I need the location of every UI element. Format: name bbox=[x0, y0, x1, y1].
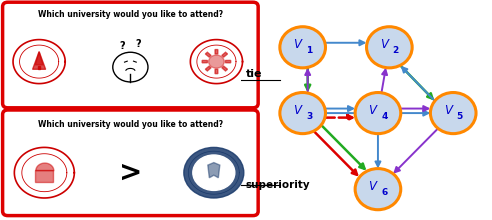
Circle shape bbox=[184, 147, 244, 198]
Text: ?: ? bbox=[135, 39, 141, 49]
FancyBboxPatch shape bbox=[2, 2, 258, 108]
Text: $V$: $V$ bbox=[369, 104, 379, 117]
Polygon shape bbox=[215, 69, 218, 74]
FancyBboxPatch shape bbox=[2, 110, 258, 216]
Text: 3: 3 bbox=[306, 112, 312, 121]
Text: $V$: $V$ bbox=[293, 38, 304, 51]
Text: tie: tie bbox=[246, 69, 262, 79]
Circle shape bbox=[209, 55, 224, 68]
Polygon shape bbox=[205, 66, 211, 71]
Polygon shape bbox=[222, 66, 227, 71]
Polygon shape bbox=[202, 61, 208, 63]
Polygon shape bbox=[205, 52, 211, 57]
Polygon shape bbox=[222, 52, 227, 57]
Circle shape bbox=[280, 93, 326, 134]
Circle shape bbox=[355, 169, 401, 210]
Circle shape bbox=[193, 155, 235, 191]
Text: 1: 1 bbox=[306, 46, 312, 55]
Polygon shape bbox=[35, 170, 53, 182]
Circle shape bbox=[430, 93, 476, 134]
Circle shape bbox=[280, 27, 326, 68]
Polygon shape bbox=[208, 163, 220, 178]
Polygon shape bbox=[225, 61, 231, 63]
Text: Which university would you like to attend?: Which university would you like to atten… bbox=[38, 120, 223, 129]
Polygon shape bbox=[35, 52, 43, 65]
Text: ?: ? bbox=[120, 41, 125, 51]
Text: $V$: $V$ bbox=[380, 38, 391, 51]
Polygon shape bbox=[38, 66, 40, 69]
Text: Which university would you like to attend?: Which university would you like to atten… bbox=[38, 10, 223, 19]
Text: 4: 4 bbox=[381, 112, 388, 121]
Text: 6: 6 bbox=[381, 188, 388, 197]
Text: superiority: superiority bbox=[246, 180, 310, 190]
Text: 2: 2 bbox=[393, 46, 399, 55]
Circle shape bbox=[355, 93, 401, 134]
Text: $V$: $V$ bbox=[369, 180, 379, 193]
Polygon shape bbox=[215, 50, 218, 54]
Text: $V$: $V$ bbox=[293, 104, 304, 117]
Text: 5: 5 bbox=[457, 112, 463, 121]
Polygon shape bbox=[32, 52, 46, 69]
Text: $V$: $V$ bbox=[444, 104, 455, 117]
Circle shape bbox=[367, 27, 412, 68]
Text: >: > bbox=[119, 159, 142, 187]
